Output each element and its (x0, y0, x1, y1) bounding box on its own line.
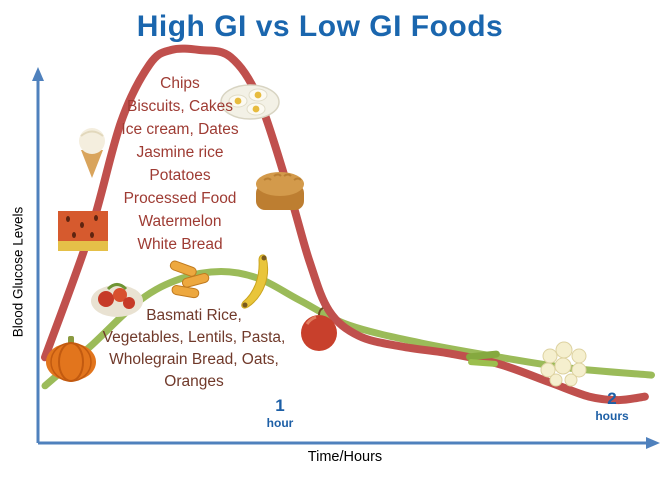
high-gi-food-item: Watermelon (138, 213, 222, 230)
tick-2-number: 2 (607, 389, 617, 408)
green-beans-image (464, 348, 504, 370)
high-gi-food-item: Ice cream, Dates (121, 121, 239, 138)
high-gi-food-item: White Bread (137, 236, 223, 253)
rice-image (536, 340, 594, 388)
high-gi-curve (41, 44, 649, 405)
bread-loaf-image (250, 164, 310, 216)
low-gi-food-item: Basmati Rice, (146, 307, 242, 324)
banana-image (236, 254, 278, 312)
pumpkin-image (44, 334, 98, 382)
x-axis-label: Time/Hours (307, 449, 383, 465)
tick-1-unit: hour (266, 416, 294, 430)
deviled-eggs-image (220, 80, 280, 124)
y-axis-arrow-icon (32, 67, 44, 81)
ice-cream-image (70, 126, 114, 180)
x-axis-arrow-icon (646, 437, 660, 449)
x-tick-2-hours: 2 hours (584, 389, 640, 423)
low-gi-food-list: Basmati Rice, Vegetables, Lentils, Pasta,… (56, 305, 332, 393)
low-gi-food-item: Oranges (164, 373, 224, 390)
tick-2-unit: hours (595, 409, 629, 423)
vegetable-plate-image (90, 276, 144, 320)
chart-title: High GI vs Low GI Foods (136, 10, 504, 43)
watermelon-image (58, 211, 108, 251)
tick-1-number: 1 (275, 396, 285, 415)
low-gi-food-item: Vegetables, Lentils, Pasta, (102, 329, 286, 346)
high-gi-food-item: Biscuits, Cakes (127, 98, 233, 115)
high-gi-food-item: Chips (160, 75, 200, 92)
high-gi-food-item: Processed Food (123, 190, 237, 207)
high-gi-food-item: Potatoes (149, 167, 211, 184)
high-gi-food-list: Chips Biscuits, Cakes Ice cream, Dates Jasm… (60, 72, 300, 256)
low-gi-food-item: Wholegrain Bread, Oats, (109, 351, 279, 368)
x-tick-1-hour: 1 hour (252, 396, 308, 430)
y-axis-label: Blood Glucose Levels (10, 206, 26, 338)
apple-image (296, 306, 342, 352)
penne-pasta-image (166, 256, 214, 304)
high-gi-food-item: Jasmine rice (136, 144, 224, 161)
